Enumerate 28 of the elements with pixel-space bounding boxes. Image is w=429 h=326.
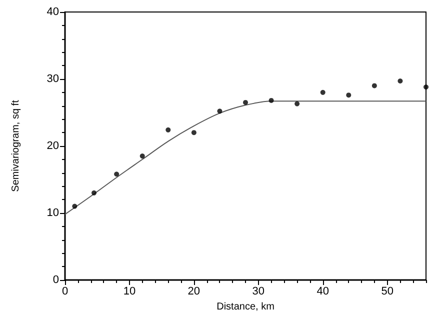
- point: [424, 84, 428, 90]
- x-axis-title: Distance, km: [216, 302, 274, 312]
- point: [114, 172, 120, 177]
- y-axis-title: Semivariogram, sq ft: [10, 100, 22, 192]
- y-tick-label: 10: [46, 207, 59, 219]
- x-tick-label: 30: [252, 286, 265, 298]
- x-tick-label: 10: [123, 286, 136, 298]
- point: [217, 108, 222, 114]
- y-tick-label: 40: [46, 6, 59, 18]
- point: [140, 154, 145, 159]
- y-tick-label: 30: [46, 73, 59, 85]
- x-tick-label: 40: [316, 286, 329, 298]
- point: [346, 92, 352, 98]
- point: [191, 130, 196, 136]
- point: [92, 190, 97, 196]
- point: [72, 204, 78, 209]
- point: [294, 101, 300, 106]
- x-tick-label: 0: [62, 286, 68, 298]
- point: [243, 100, 248, 105]
- point: [398, 78, 403, 84]
- point: [320, 90, 326, 95]
- point: [372, 83, 377, 88]
- point: [268, 98, 274, 103]
- x-tick-label: 20: [188, 286, 200, 298]
- y-tick-label: 0: [52, 274, 59, 286]
- point: [166, 127, 171, 132]
- x-tick-label: 50: [381, 286, 394, 298]
- y-tick-label: 20: [46, 140, 59, 152]
